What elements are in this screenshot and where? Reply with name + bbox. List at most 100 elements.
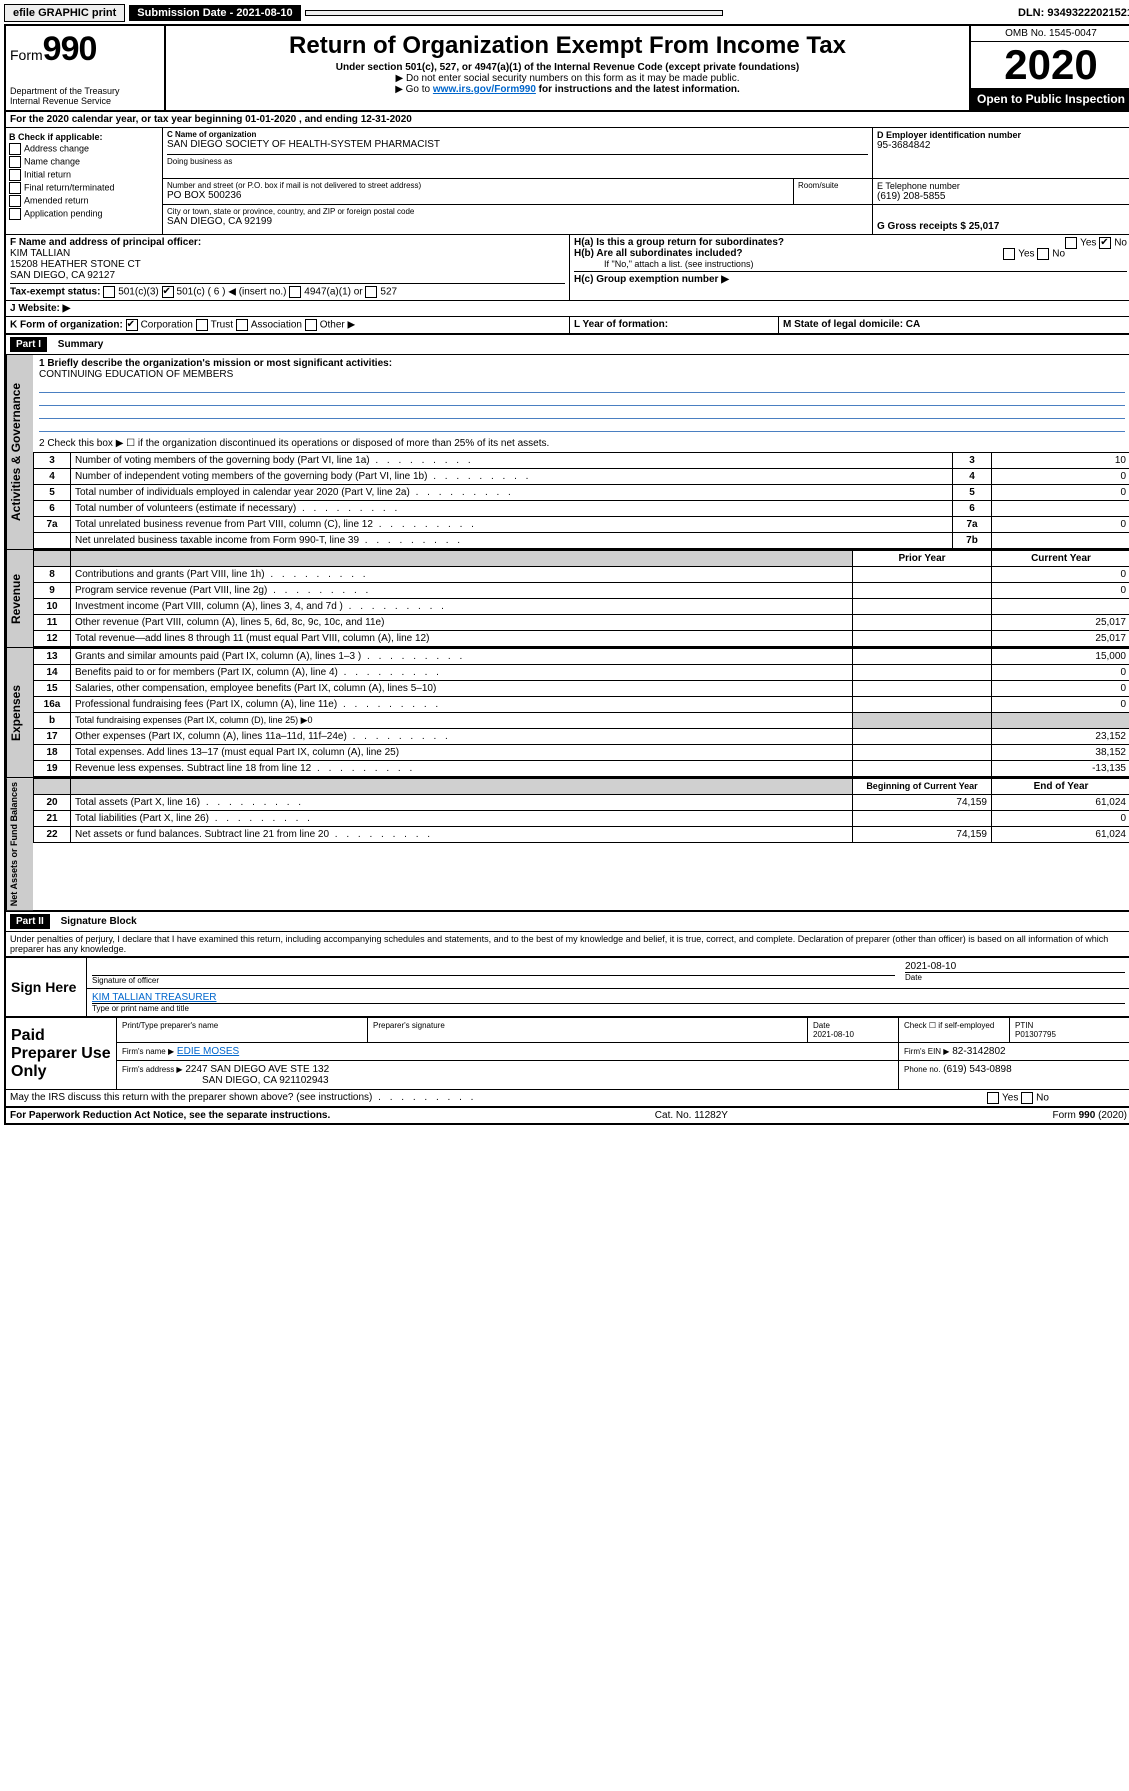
exp-n-14: 14 <box>34 665 71 681</box>
gov-table: 3Number of voting members of the governi… <box>33 452 1129 549</box>
website-label: J Website: ▶ <box>6 301 1129 316</box>
hb-no: No <box>1052 249 1065 260</box>
spacer <box>305 10 723 16</box>
cb-trust[interactable] <box>196 319 208 331</box>
cb-other[interactable] <box>305 319 317 331</box>
na-py-22: 74,159 <box>853 827 992 843</box>
gov-v-5: 0 <box>992 485 1129 501</box>
form-prefix: Form <box>10 47 43 63</box>
paid-preparer-label: Paid Preparer Use Only <box>6 1018 117 1090</box>
rev-cy-9: 0 <box>992 583 1129 599</box>
cb-assoc[interactable] <box>236 319 248 331</box>
street-address: PO BOX 500236 <box>167 190 789 201</box>
exp-py-19 <box>853 761 992 777</box>
rev-py-11 <box>853 615 992 631</box>
cb-name-change[interactable] <box>9 156 21 168</box>
subtitle-1: Under section 501(c), 527, or 4947(a)(1)… <box>170 62 965 73</box>
l1-label: 1 Briefly describe the organization's mi… <box>39 358 1125 369</box>
box-m: M State of legal domicile: CA <box>779 317 1129 333</box>
gov-rn-7b: 7b <box>953 533 992 549</box>
lbl-assoc: Association <box>251 320 302 331</box>
signature-table: Sign Here Signature of officer 2021-08-1… <box>6 957 1129 1017</box>
rev-n-10: 10 <box>34 599 71 615</box>
room-label: Room/suite <box>794 179 873 204</box>
discuss-yes: Yes <box>1002 1093 1018 1104</box>
na-blank-t <box>71 779 853 795</box>
omb-number: OMB No. 1545-0047 <box>971 26 1129 42</box>
rev-t-12: Total revenue—add lines 8 through 11 (mu… <box>71 631 853 647</box>
cb-final-return[interactable] <box>9 182 21 194</box>
firm-phone: (619) 543-0898 <box>943 1064 1011 1075</box>
gov-v-3: 10 <box>992 453 1129 469</box>
box-i: Tax-exempt status: 501(c)(3) 501(c) ( 6 … <box>10 283 565 298</box>
l2-text: 2 Check this box ▶ ☐ if the organization… <box>33 435 1129 452</box>
form-container: Form990 Department of the Treasury Inter… <box>4 24 1129 1125</box>
rev-blank-n <box>34 551 71 567</box>
cb-501c3[interactable] <box>103 286 115 298</box>
gov-v-7a: 0 <box>992 517 1129 533</box>
cb-4947[interactable] <box>289 286 301 298</box>
cb-address-change[interactable] <box>9 143 21 155</box>
l1-text: CONTINUING EDUCATION OF MEMBERS <box>39 369 1125 380</box>
firm-name[interactable]: EDIE MOSES <box>177 1046 239 1057</box>
sig-officer-label: Signature of officer <box>92 975 895 985</box>
rev-n-8: 8 <box>34 567 71 583</box>
cb-527[interactable] <box>365 286 377 298</box>
firm-name-label: Firm's name ▶ <box>122 1047 174 1056</box>
part1-title: Summary <box>58 339 104 350</box>
cb-hb-no[interactable] <box>1037 248 1049 260</box>
lbl-address-change: Address change <box>24 143 89 153</box>
h-preparer-name: Print/Type preparer's name <box>117 1018 368 1043</box>
exp-py-15 <box>853 681 992 697</box>
submission-date: Submission Date - 2021-08-10 <box>129 5 300 21</box>
box-j: J Website: ▶ <box>6 301 1129 317</box>
exp-t-14: Benefits paid to or for members (Part IX… <box>71 665 853 681</box>
form-org-label: K Form of organization: <box>10 320 123 331</box>
cb-discuss-yes[interactable] <box>987 1092 999 1104</box>
lbl-trust: Trust <box>211 320 233 331</box>
cb-501c[interactable] <box>162 286 174 298</box>
goto-pre: ▶ Go to <box>395 84 433 95</box>
form990-link[interactable]: www.irs.gov/Form990 <box>433 84 536 95</box>
cb-hb-yes[interactable] <box>1003 248 1015 260</box>
lbl-4947: 4947(a)(1) or <box>304 287 362 298</box>
cb-discuss-no[interactable] <box>1021 1092 1033 1104</box>
rev-blank-t <box>71 551 853 567</box>
part1-header-row: Part I Summary <box>6 335 1129 355</box>
gov-rn-6: 6 <box>953 501 992 517</box>
exp-n-17: 17 <box>34 729 71 745</box>
telephone: (619) 208-5855 <box>877 191 1127 202</box>
form-title: Return of Organization Exempt From Incom… <box>170 32 965 60</box>
box-klm: K Form of organization: Corporation Trus… <box>6 317 1129 335</box>
sign-here-label: Sign Here <box>6 958 87 1017</box>
cb-app-pending[interactable] <box>9 208 21 220</box>
exp-t-19: Revenue less expenses. Subtract line 18 … <box>71 761 853 777</box>
na-cy-22: 61,024 <box>992 827 1129 843</box>
na-table: Beginning of Current YearEnd of Year 20T… <box>33 778 1129 843</box>
dept-irs: Internal Revenue Service <box>10 96 160 106</box>
cb-ha-no[interactable] <box>1099 237 1111 249</box>
footer-right: Form 990 (2020) <box>1053 1110 1127 1121</box>
cb-amended[interactable] <box>9 195 21 207</box>
box-f-label: F Name and address of principal officer: <box>10 237 565 248</box>
gov-t-5: Total number of individuals employed in … <box>71 485 953 501</box>
sig-date-label: Date <box>905 972 1125 982</box>
gov-v-6 <box>992 501 1129 517</box>
hb-yes: Yes <box>1018 249 1034 260</box>
rev-table: Prior YearCurrent Year 8Contributions an… <box>33 550 1129 647</box>
cb-initial-return[interactable] <box>9 169 21 181</box>
discuss-no: No <box>1036 1093 1049 1104</box>
cb-corp[interactable] <box>126 319 138 331</box>
cb-ha-yes[interactable] <box>1065 237 1077 249</box>
ptin-value: P01307795 <box>1015 1030 1056 1039</box>
exp-table: 13Grants and similar amounts paid (Part … <box>33 648 1129 777</box>
exp-py-18 <box>853 745 992 761</box>
ein: 95-3684842 <box>877 140 1127 151</box>
gov-n-7a: 7a <box>34 517 71 533</box>
lbl-527: 527 <box>380 287 397 298</box>
dln: DLN: 93493222021521 <box>1018 7 1129 19</box>
exp-py-16b <box>853 713 992 729</box>
officer-name-title[interactable]: KIM TALLIAN TREASURER <box>92 992 1125 1003</box>
gov-n-7b <box>34 533 71 549</box>
col-current-year: Current Year <box>992 551 1129 567</box>
